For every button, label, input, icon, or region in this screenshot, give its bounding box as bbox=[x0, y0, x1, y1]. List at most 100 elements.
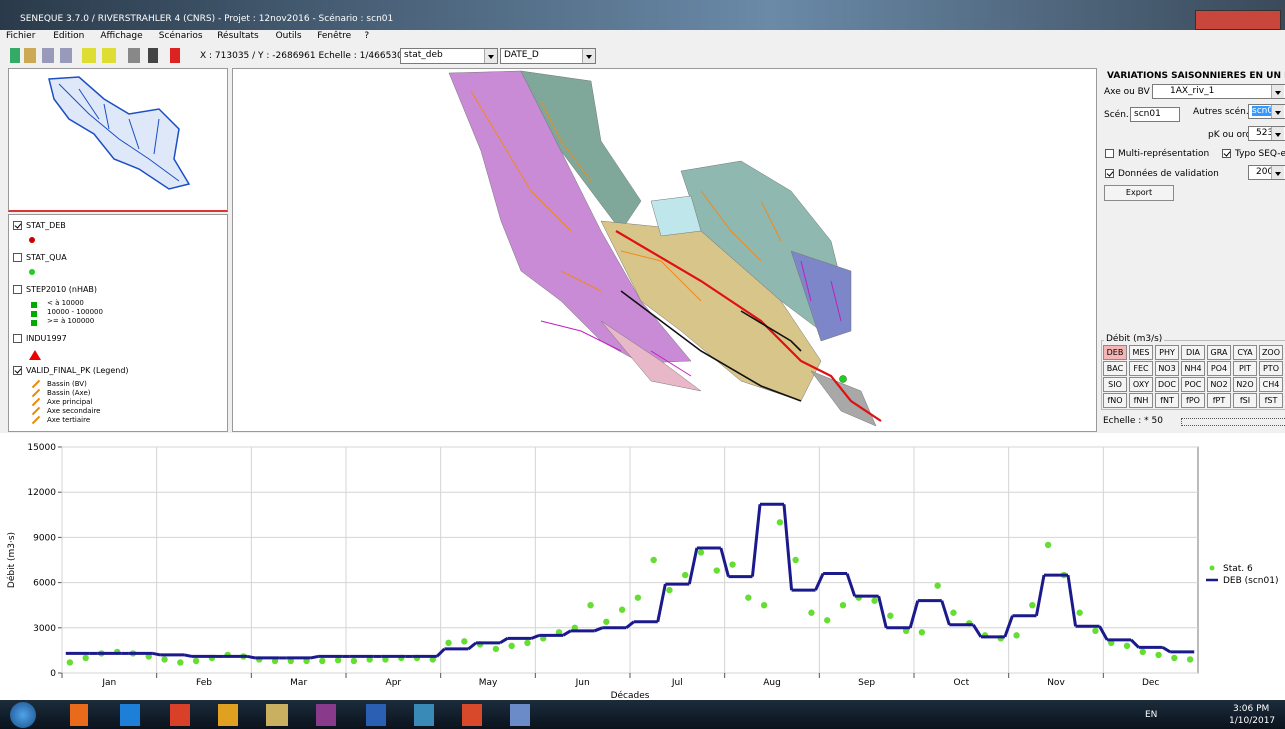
variable-button[interactable]: PTO bbox=[1259, 361, 1283, 376]
variable-button[interactable]: fST bbox=[1259, 393, 1283, 408]
data-point bbox=[82, 655, 88, 661]
clock-date[interactable]: 1/10/2017 bbox=[1229, 716, 1275, 726]
data-point bbox=[1029, 602, 1035, 608]
layer-legend: STAT_DEBSTAT_QUASTEP2010 (nHAB)< à 10000… bbox=[8, 214, 228, 432]
legend-symbol bbox=[32, 389, 40, 397]
variable-button[interactable]: DIA bbox=[1181, 345, 1205, 360]
validation-checkbox[interactable] bbox=[1105, 169, 1114, 178]
layer-checkbox[interactable] bbox=[13, 221, 22, 230]
layer-name: VALID_FINAL_PK (Legend) bbox=[26, 366, 129, 375]
data-point bbox=[714, 567, 720, 573]
typo-label: Typo SEQ-eau bbox=[1235, 149, 1285, 159]
language[interactable]: EN bbox=[1145, 710, 1157, 720]
x-tick-label: Sep bbox=[858, 678, 875, 688]
y-tick-label: 9000 bbox=[33, 533, 56, 543]
layer-select[interactable]: stat_deb bbox=[400, 48, 498, 64]
layer-checkbox[interactable] bbox=[13, 285, 22, 294]
export-button[interactable]: Export bbox=[1104, 185, 1174, 201]
multi-checkbox[interactable] bbox=[1105, 149, 1114, 158]
variable-button[interactable]: ZOO bbox=[1259, 345, 1283, 360]
variable-button[interactable]: BAC bbox=[1103, 361, 1127, 376]
x-tick-label: Jan bbox=[101, 678, 116, 688]
variable-button[interactable]: DEB bbox=[1103, 345, 1127, 360]
tool-icons[interactable] bbox=[10, 48, 195, 63]
layer-name: STAT_QUA bbox=[26, 253, 67, 262]
variable-button[interactable]: SIO bbox=[1103, 377, 1127, 392]
taskbar-apps[interactable] bbox=[70, 704, 550, 726]
other-select[interactable]: scn02 bbox=[1248, 104, 1285, 119]
step-riser bbox=[184, 655, 192, 657]
data-point bbox=[67, 659, 73, 665]
variable-button[interactable]: DOC bbox=[1155, 377, 1179, 392]
variable-button[interactable]: fSI bbox=[1233, 393, 1257, 408]
year-select[interactable]: 2008 bbox=[1248, 165, 1285, 180]
variable-button[interactable]: fNT bbox=[1155, 393, 1179, 408]
variable-button[interactable]: N2O bbox=[1233, 377, 1257, 392]
pk-select[interactable]: 523 bbox=[1248, 126, 1285, 141]
menu-item[interactable]: Affichage bbox=[100, 31, 142, 41]
window-controls[interactable] bbox=[1195, 10, 1281, 30]
menu-item[interactable]: Fichier bbox=[6, 31, 35, 41]
layer-select-value: stat_deb bbox=[404, 50, 443, 60]
data-point bbox=[177, 659, 183, 665]
legend-label: DEB (scn01) bbox=[1223, 576, 1278, 586]
menu-item[interactable]: ? bbox=[364, 31, 369, 41]
start-button[interactable] bbox=[10, 702, 36, 728]
variable-button[interactable]: NO3 bbox=[1155, 361, 1179, 376]
x-tick-label: Oct bbox=[954, 678, 970, 688]
menu-item[interactable]: Edition bbox=[53, 31, 84, 41]
variable-button[interactable]: MES bbox=[1129, 345, 1153, 360]
legend-item: 10000 - 100000 bbox=[47, 308, 103, 316]
variable-button[interactable]: FEC bbox=[1129, 361, 1153, 376]
scale-slider[interactable] bbox=[1181, 418, 1285, 426]
legend-item: Axe tertiaire bbox=[47, 416, 90, 424]
menu-item[interactable]: Fenêtre bbox=[317, 31, 351, 41]
x-tick-label: Jul bbox=[671, 678, 683, 688]
variable-button[interactable]: NO2 bbox=[1207, 377, 1231, 392]
variable-button[interactable]: PHY bbox=[1155, 345, 1179, 360]
x-tick-label: Aug bbox=[763, 678, 781, 688]
axe-select[interactable]: 1AX_riv_1 bbox=[1152, 84, 1285, 99]
data-point bbox=[1045, 542, 1051, 548]
station[interactable] bbox=[840, 376, 847, 383]
layer-checkbox[interactable] bbox=[13, 253, 22, 262]
layer-checkbox[interactable] bbox=[13, 334, 22, 343]
variable-button[interactable]: OXY bbox=[1129, 377, 1153, 392]
menu-item[interactable]: Outils bbox=[276, 31, 302, 41]
data-point bbox=[193, 658, 199, 664]
field-select[interactable]: DATE_D bbox=[500, 48, 596, 64]
legend-symbol bbox=[32, 398, 40, 406]
layer-symbol bbox=[29, 350, 41, 360]
data-point bbox=[1140, 649, 1146, 655]
layer-checkbox[interactable] bbox=[13, 366, 22, 375]
data-point bbox=[950, 610, 956, 616]
legend-item: Axe secondaire bbox=[47, 407, 100, 415]
variable-button[interactable]: CYA bbox=[1233, 345, 1257, 360]
variable-button[interactable]: POC bbox=[1181, 377, 1205, 392]
typo-checkbox[interactable] bbox=[1222, 149, 1231, 158]
variable-button[interactable]: fPT bbox=[1207, 393, 1231, 408]
data-point bbox=[508, 643, 514, 649]
variable-button[interactable]: fNH bbox=[1129, 393, 1153, 408]
data-point bbox=[1171, 655, 1177, 661]
scen-input[interactable]: scn01 bbox=[1130, 107, 1180, 122]
menu-item[interactable]: Scénarios bbox=[159, 31, 203, 41]
variable-button[interactable]: GRA bbox=[1207, 345, 1231, 360]
clock-time[interactable]: 3:06 PM bbox=[1233, 704, 1269, 714]
legend-symbol bbox=[32, 380, 40, 388]
variable-button[interactable]: CH4 bbox=[1259, 377, 1283, 392]
variable-button[interactable]: NH4 bbox=[1181, 361, 1205, 376]
variable-button[interactable]: fNO bbox=[1103, 393, 1127, 408]
x-tick-label: Jun bbox=[575, 678, 590, 688]
variable-button[interactable]: fPO bbox=[1181, 393, 1205, 408]
x-tick-label: Nov bbox=[1047, 678, 1065, 688]
step-riser bbox=[248, 656, 256, 658]
y-tick-label: 15000 bbox=[27, 443, 56, 453]
data-point bbox=[792, 557, 798, 563]
variable-button[interactable]: PIT bbox=[1233, 361, 1257, 376]
menu-item[interactable]: Résultats bbox=[217, 31, 259, 41]
legend-item: >= à 100000 bbox=[47, 317, 94, 325]
variable-button[interactable]: PO4 bbox=[1207, 361, 1231, 376]
data-point bbox=[319, 658, 325, 664]
legend-symbol bbox=[32, 416, 40, 424]
